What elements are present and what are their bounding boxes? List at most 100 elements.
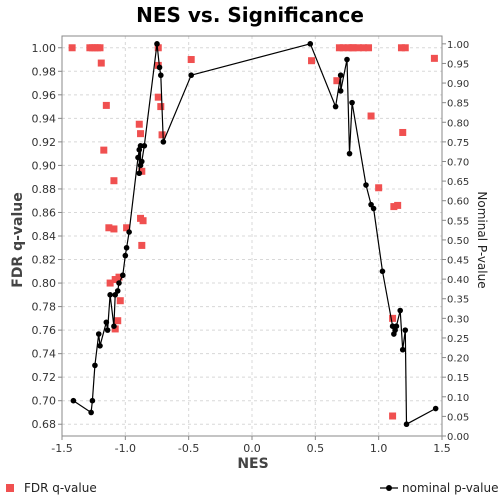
nominal-point [156, 64, 163, 71]
y2-tick-label: 1.00 [447, 40, 469, 51]
fdr-point [354, 44, 362, 52]
nominal-point [397, 307, 404, 314]
legend-swatch-nominal [386, 485, 392, 491]
fdr-point [389, 412, 397, 420]
nominal-point [344, 56, 350, 63]
y2-tick-label: 0.70 [447, 157, 469, 168]
fdr-point [110, 225, 118, 233]
legend: FDR q-value nominal p-value [6, 481, 498, 495]
y2-axis-label: Nominal P-value [475, 191, 489, 288]
chart-title: NES vs. Significance [136, 3, 364, 27]
y-tick-label: 0.72 [32, 371, 57, 384]
nominal-point [139, 158, 145, 165]
y2-tick-label: 0.65 [447, 177, 469, 188]
nominal-point [103, 319, 110, 326]
legend-item-nominal: nominal p-value [380, 481, 498, 495]
legend-label-fdr: FDR q-value [24, 481, 97, 495]
plot-area: -1.5 -1.0 -0.5 0.0 0.5 1.0 1.5 0.68 0.70 0.72 0.74… [32, 35, 469, 455]
fdr-point [96, 44, 104, 52]
y-tick-label: 0.70 [32, 395, 57, 408]
y2-tick-label: 0.60 [447, 197, 469, 208]
nominal-point [104, 327, 111, 333]
y-tick-label: 0.94 [32, 112, 57, 125]
nominal-point [393, 323, 400, 329]
fdr-point [110, 177, 118, 185]
y2-tick-label: 0.05 [447, 412, 469, 423]
nominal-point [89, 397, 96, 404]
fdr-point [359, 44, 367, 52]
nominal-point [116, 280, 122, 286]
fdr-point [187, 56, 195, 64]
fdr-point [339, 44, 347, 52]
nominal-point [370, 205, 377, 212]
y-tick-label: 0.98 [32, 65, 57, 78]
fdr-point [154, 44, 162, 52]
nominal-point [307, 41, 314, 47]
nominal-point [123, 244, 130, 251]
y2-tick-label: 0.55 [447, 216, 469, 227]
y2-tick-label: 0.20 [447, 354, 469, 365]
nominal-point [332, 103, 339, 110]
y-tick-label: 0.86 [32, 206, 57, 219]
fdr-point [397, 44, 405, 52]
nominal-point [158, 72, 164, 79]
fdr-point [111, 276, 119, 284]
x-tick-label: -1.0 [115, 442, 136, 455]
y2-tick-label: 0.50 [447, 236, 469, 247]
fdr-point [138, 241, 146, 249]
fdr-point [154, 93, 162, 101]
y2-tick-label: 0.15 [447, 373, 469, 384]
fdr-point [401, 44, 409, 52]
fdr-point [100, 146, 108, 154]
nominal-point [70, 397, 77, 404]
fdr-point [399, 128, 407, 136]
y-tick-label: 0.84 [32, 230, 57, 243]
nominal-point [136, 170, 143, 177]
fdr-point [344, 44, 352, 52]
nominal-point [141, 143, 148, 149]
fdr-point [135, 120, 143, 128]
fdr-point [157, 103, 165, 111]
fdr-point [97, 59, 105, 67]
y2-tick-label: 0.95 [447, 59, 469, 70]
nominal-point [111, 323, 117, 329]
legend-item-fdr: FDR q-value [6, 481, 97, 495]
fdr-point [102, 101, 110, 109]
fdr-point [365, 44, 373, 52]
y2-tick-label: 0.45 [447, 256, 469, 267]
fdr-point [115, 273, 123, 281]
nominal-point [432, 405, 439, 412]
nominal-point [126, 229, 132, 235]
fdr-point [137, 130, 145, 138]
y2-tick-label: 0.85 [447, 99, 469, 110]
x-tick-label: 0.5 [307, 442, 325, 455]
y-tick-label: 0.78 [32, 301, 57, 314]
fdr-point [375, 184, 383, 192]
fdr-point [105, 224, 113, 232]
y-tick-label: 0.96 [32, 89, 57, 102]
y-axis-label: FDR q-value [10, 192, 26, 288]
y-tick-label: 1.00 [32, 42, 57, 55]
fdr-point [333, 77, 341, 85]
nominal-point [114, 288, 121, 294]
nominal-point [95, 331, 102, 337]
y2-tick-label: 0.90 [447, 79, 469, 90]
fdr-point [106, 279, 114, 287]
fdr-point [158, 131, 166, 139]
nominal-point [337, 88, 344, 94]
fdr-point [138, 167, 146, 175]
fdr-point [390, 203, 398, 211]
x-tick-label: -0.5 [178, 442, 199, 455]
x-tick-label: -1.5 [51, 442, 72, 455]
y2-tick-label: 0.40 [447, 275, 469, 286]
nominal-point [337, 72, 344, 79]
y-tick-label: 0.74 [32, 348, 57, 361]
y-tick-label: 0.82 [32, 254, 57, 267]
nominal-point [349, 99, 355, 106]
y2-tick-label: 0.10 [447, 393, 469, 404]
y-tick-label: 0.76 [32, 324, 57, 337]
nominal-point [160, 139, 167, 145]
nominal-point [363, 182, 369, 188]
y-tick-label: 0.80 [32, 277, 57, 290]
x-tick-label: 1.5 [433, 442, 451, 455]
